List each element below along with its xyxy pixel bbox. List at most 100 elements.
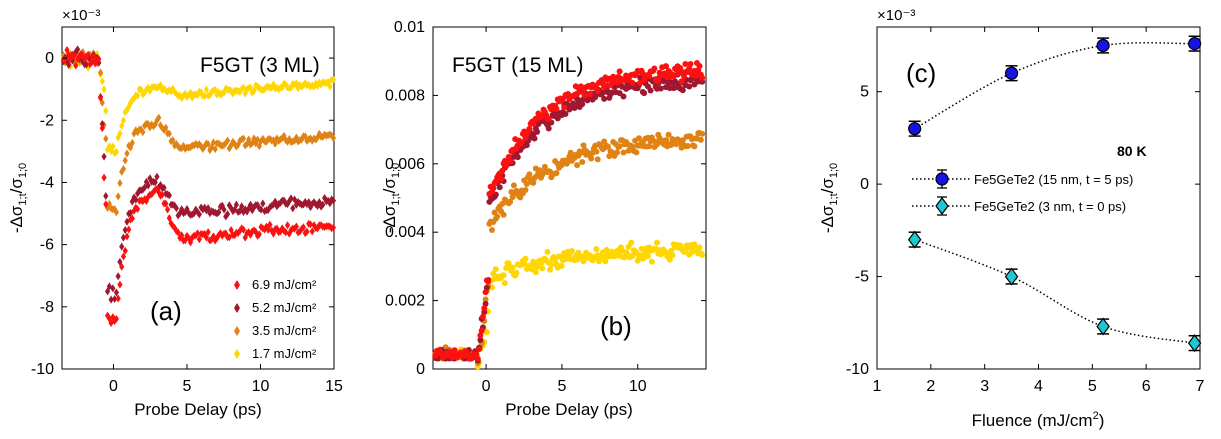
panel-b-ytick-label: 0 — [416, 361, 425, 378]
panel-a-point — [166, 191, 172, 200]
panel-a-point — [119, 242, 125, 251]
panel-c-label: (c) — [906, 58, 936, 88]
panel-a-legend-label: 6.9 mJ/cm² — [252, 277, 317, 292]
panel-b-point — [496, 184, 503, 191]
panel-b-point — [665, 131, 672, 138]
panel-a-title: F5GT (3 ML) — [200, 54, 320, 77]
panel-b-point — [568, 247, 575, 254]
panel-a-point — [313, 200, 319, 209]
panel-a-point — [120, 233, 127, 242]
panel-a-point — [124, 149, 130, 158]
panel-a-point — [73, 61, 79, 70]
panel-b-point — [588, 155, 595, 162]
panel-a-point — [314, 201, 321, 210]
panel-a-point — [113, 208, 119, 217]
panel-a-point — [302, 132, 308, 141]
panel-a-point — [173, 204, 179, 213]
panel-b-point — [490, 184, 497, 191]
panel-a-ytick-label: -6 — [40, 237, 54, 254]
panel-a-point — [267, 220, 273, 229]
panel-c-point — [907, 230, 922, 249]
panel-c-series-line — [914, 238, 1195, 344]
panel-c-point — [1096, 38, 1110, 53]
panel-b-point — [691, 241, 698, 248]
panel-a-point — [309, 227, 315, 236]
panel-b-point — [593, 246, 600, 253]
panel-c-xtick-label: 6 — [1142, 378, 1151, 395]
panel-b-label: (b) — [600, 311, 632, 341]
panel-b-point — [482, 296, 489, 303]
panel-a-point — [66, 60, 72, 69]
panel-a-point — [284, 200, 291, 209]
panel-a-point — [156, 113, 162, 122]
panel-b-ytick-label: 0.006 — [385, 156, 425, 173]
panel-a-point — [304, 227, 310, 236]
panel-b-point — [654, 239, 661, 246]
panel-a-point — [314, 224, 321, 233]
panel-b-point — [541, 163, 548, 170]
panel-b-point — [479, 313, 486, 320]
panel-a-point — [330, 75, 337, 84]
panel-a-ytick-label: -2 — [40, 112, 54, 129]
panel-a-point — [325, 77, 331, 86]
panel-a-point — [113, 314, 119, 323]
panel-a-point — [284, 137, 291, 146]
panel-a-point — [254, 135, 261, 144]
panel-b-point — [657, 85, 664, 92]
panel-b-point — [522, 186, 529, 193]
panel-b-point — [534, 263, 541, 270]
panel-a-point — [108, 319, 114, 328]
panel-b-point — [681, 73, 688, 80]
panel-a-point — [258, 136, 264, 145]
panel-c-xtick-label: 1 — [873, 378, 882, 395]
panel-a-point — [113, 288, 119, 297]
panel-a-point — [318, 221, 324, 230]
panel-a-point — [133, 195, 139, 204]
panel-b-point — [663, 63, 670, 70]
panel-a-point — [263, 222, 269, 231]
panel-a-point — [108, 146, 114, 155]
panel-b-point — [602, 258, 609, 265]
panel-a-point — [277, 198, 284, 207]
panel-b-point — [641, 90, 648, 97]
panel-b-point — [679, 87, 686, 94]
panel-c-point — [1004, 66, 1019, 80]
panel-b-ytick-label: 0.01 — [394, 19, 425, 36]
panel-b-ytick-label: 0.004 — [385, 224, 425, 241]
panel-b-point — [594, 156, 601, 163]
panel-a-point — [205, 228, 211, 237]
panel-b-point — [531, 135, 538, 142]
panel-b-point — [526, 125, 533, 132]
panel-a-point — [295, 198, 301, 207]
panel-c-legend-label: Fe5GeTe2 (3 nm, t = 0 ps) — [974, 199, 1126, 214]
panel-a-point — [262, 225, 268, 234]
panel-a-point — [274, 134, 280, 143]
panel-b-point — [523, 142, 530, 149]
panel-c: 1 2 3 4 5 6 7 -10 -5 0 5 ×10⁻³ (c) 80 K Fluence (m… — [818, 7, 1205, 430]
panel-c-legend: Fe5GeTe2 (15 nm, t = 5 ps) Fe5GeTe2 (3 nm… — [912, 169, 1133, 216]
panel-a-point — [279, 134, 285, 143]
panel-b-point — [478, 327, 485, 334]
panel-b-point — [684, 142, 691, 149]
panel-a-point — [97, 93, 104, 102]
panel-b-point — [518, 139, 525, 146]
panel-b-point — [691, 143, 698, 150]
panel-a-point — [203, 85, 209, 94]
panel-a-point — [66, 51, 72, 60]
panel-a-point — [286, 197, 292, 206]
panel-a-xlabel: Probe Delay (ps) — [134, 400, 262, 419]
panel-a-point — [161, 183, 167, 192]
panel-a-point — [134, 205, 141, 214]
panel-a-point — [239, 202, 245, 211]
panel-a-point — [314, 82, 321, 91]
panel-a-point — [163, 123, 169, 132]
panel-a-point — [274, 83, 280, 92]
panel-a-point — [99, 119, 105, 128]
panel-b-ylabel: -Δσ1;t/σ1;0 — [380, 163, 402, 233]
panel-a: 0 5 10 15 -10 -8 -6 -4 -2 0 ×10⁻³ F5GT (3 ML) (a)… — [7, 7, 343, 419]
panel-a-point — [73, 47, 79, 56]
panel-a-point — [256, 84, 262, 93]
panel-b-point — [628, 239, 635, 246]
panel-b-ytick-label: 0.002 — [385, 293, 425, 310]
panel-a-point — [318, 80, 324, 89]
